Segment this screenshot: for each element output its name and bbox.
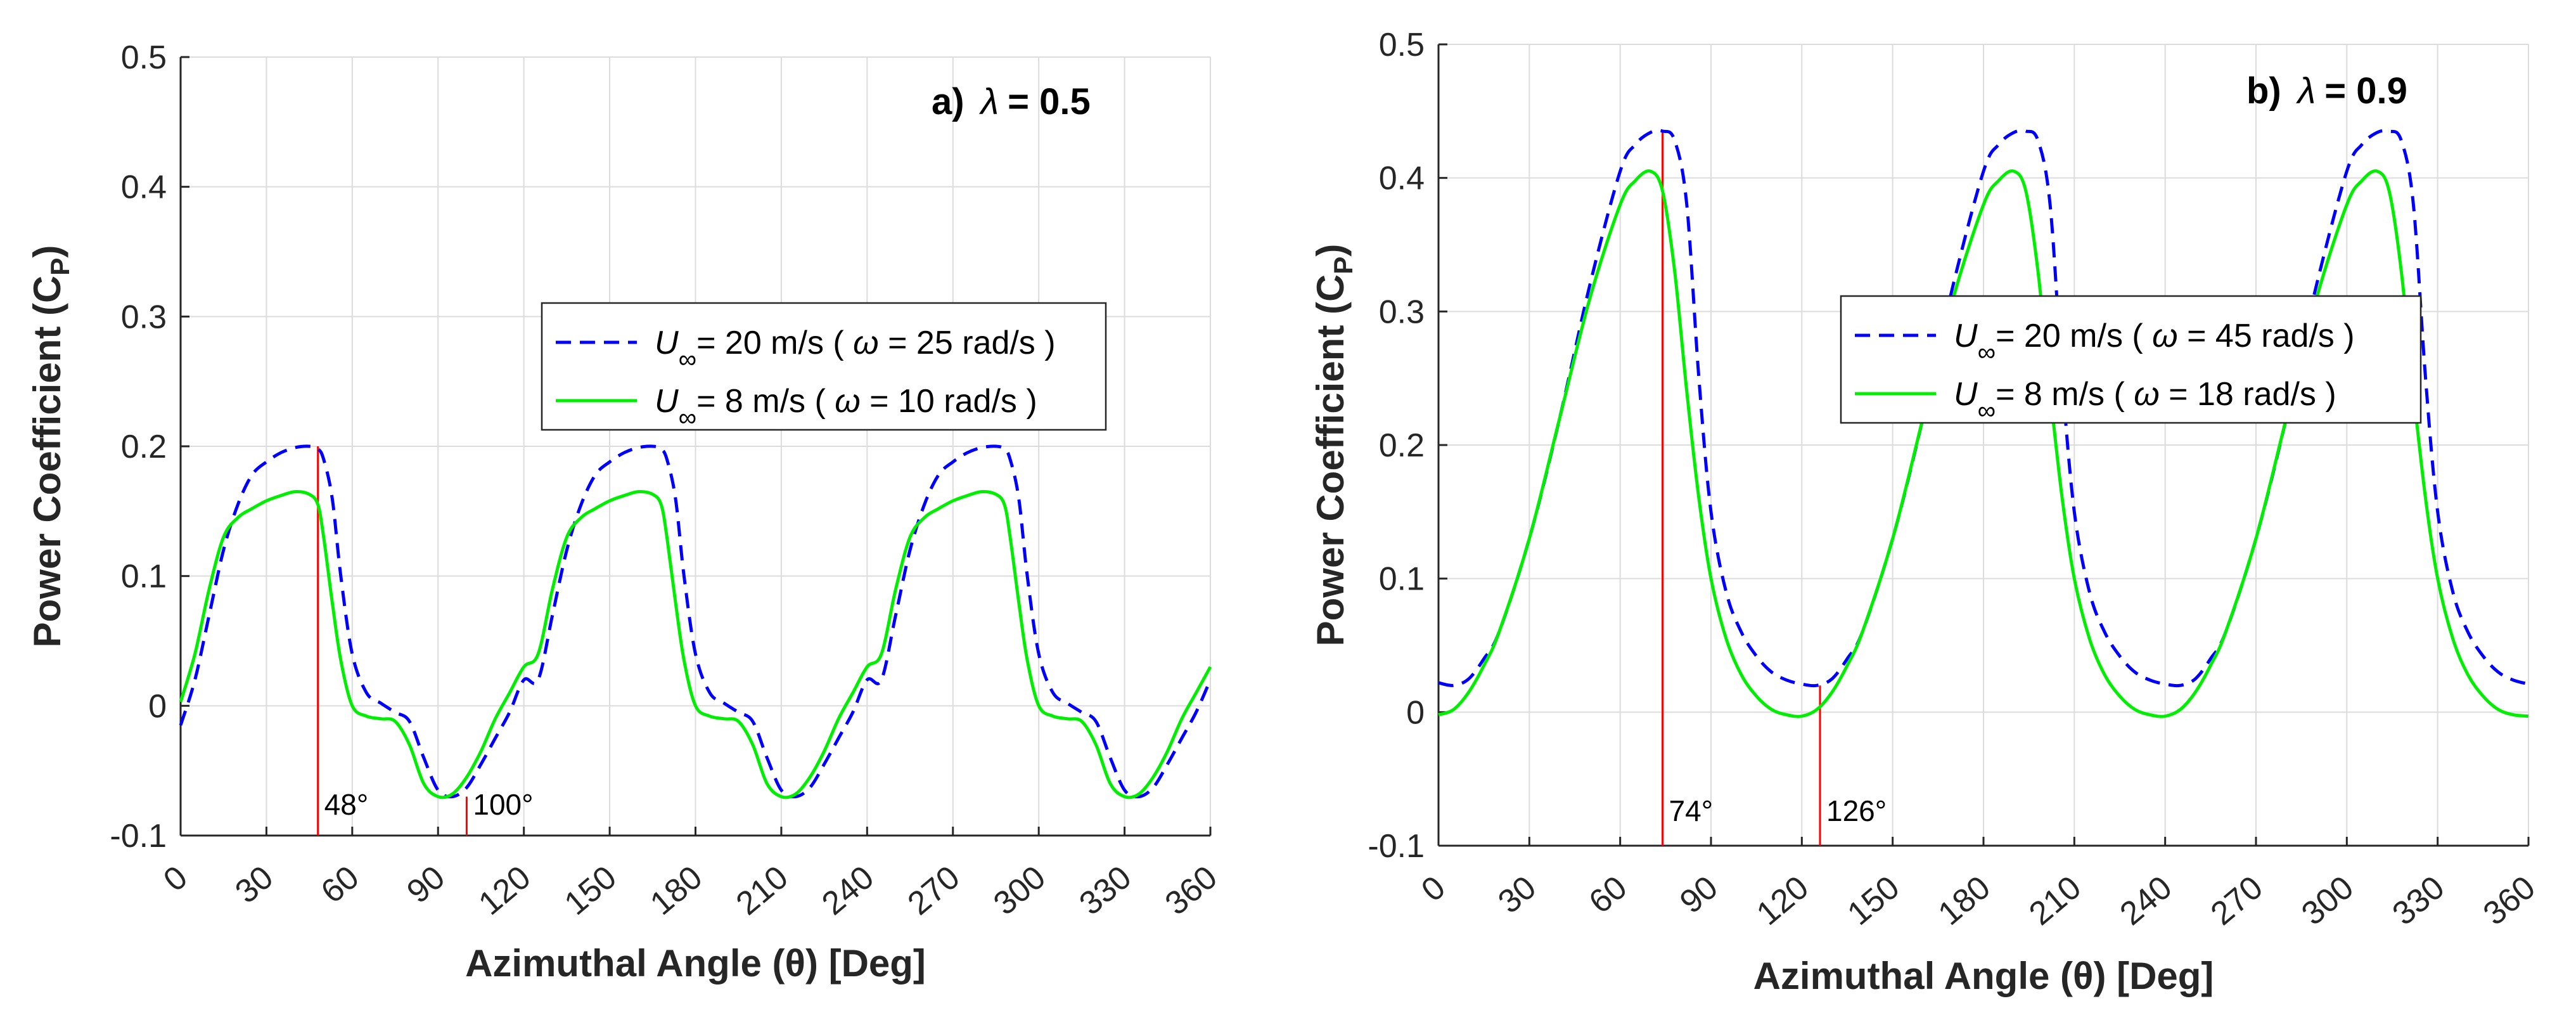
x-tick-label: 30	[229, 859, 281, 911]
panel-title: b) λ = 0.9	[2246, 70, 2407, 112]
legend-omega: ω	[835, 383, 861, 420]
x-tick-label: 150	[558, 859, 624, 922]
x-tick-label: 300	[2295, 869, 2361, 933]
y-tick-label: 0.1	[121, 559, 167, 595]
legend-entry-0: U∞= 20 m/s ( ω = 25 rad/s )	[655, 325, 1056, 373]
legend-rest: = 45 rad/s )	[2178, 318, 2355, 354]
x-tick-label: 30	[1491, 869, 1543, 921]
panel-tag: a)	[932, 81, 964, 122]
y-tick-label: 0.2	[1379, 427, 1425, 464]
legend-sub: ∞	[1978, 339, 1996, 366]
y-axis-label-sub: P	[45, 258, 75, 276]
y-tick-label: 0.4	[121, 169, 167, 206]
legend-rest: = 10 rad/s )	[861, 383, 1037, 420]
legend-box	[541, 302, 1107, 431]
y-tick-label: -0.1	[110, 818, 167, 855]
x-tick-label: 60	[314, 859, 366, 911]
y-axis-label-close: )	[1309, 244, 1352, 257]
legend-sub: ∞	[679, 346, 697, 373]
legend-rest: = 25 rad/s )	[879, 325, 1056, 361]
legend-text: = 20 m/s (	[1996, 318, 2152, 354]
series-line-1	[179, 490, 1212, 799]
y-tick-label: 0.2	[121, 429, 167, 465]
x-tick-label: 270	[2204, 869, 2270, 933]
x-tick-label: 90	[400, 859, 452, 911]
chart-panel-b: -0.1 0 0.1 0.2 0.3 0.4 0.5 0 30 60 90 120 150 180 210 2…	[1309, 27, 2542, 997]
y-tick-label: 0.3	[1379, 294, 1425, 330]
y-axis-label-main: Power Coefficient (C	[1309, 275, 1352, 647]
y-tick-label: 0	[148, 688, 167, 725]
legend-omega: ω	[853, 325, 879, 361]
x-axis-label: Azimuthal Angle (θ) [Deg]	[1753, 955, 2214, 997]
y-tick-label: 0	[1406, 694, 1425, 731]
legend-u: U	[655, 325, 679, 361]
panel-value: = 0.5	[1008, 81, 1091, 122]
x-axis-label: Azimuthal Angle (θ) [Deg]	[465, 942, 926, 985]
x-tick-label: 180	[1932, 869, 1997, 933]
legend-rest: = 18 rad/s )	[2160, 376, 2336, 413]
x-tick-label: 330	[1073, 859, 1139, 922]
legend-text: = 8 m/s (	[1996, 376, 2134, 413]
x-tick-label: 60	[1582, 869, 1634, 921]
y-tick-label: 0.5	[121, 39, 167, 76]
x-tick-label: 240	[2113, 869, 2179, 933]
y-tick-label: 0.5	[1379, 27, 1425, 63]
marker-label-0: 48°	[324, 788, 369, 821]
x-tick-label: 360	[1158, 859, 1224, 922]
panel-symbol: λ	[2296, 70, 2316, 112]
panel-value: = 0.9	[2324, 70, 2407, 112]
x-tick-label: 210	[2022, 869, 2088, 933]
legend-entry-1: U∞= 8 m/s ( ω = 18 rad/s )	[1954, 376, 2336, 425]
series-line-1	[1438, 169, 2529, 718]
y-axis-label-main: Power Coefficient (C	[26, 276, 68, 648]
y-tick-label: 0.4	[1379, 160, 1425, 197]
marker-label-0: 74°	[1669, 794, 1714, 827]
x-tick-label: 0	[1414, 869, 1452, 909]
legend-text: = 8 m/s (	[696, 383, 835, 420]
legend-u: U	[655, 383, 679, 420]
x-tick-label: 150	[1841, 869, 1907, 933]
y-axis-label-sub: P	[1328, 257, 1358, 275]
legend-u: U	[1954, 318, 1978, 354]
x-tick-label: 210	[729, 859, 795, 922]
marker-label-1: 100°	[473, 788, 533, 821]
x-tick-label: 120	[1750, 869, 1816, 933]
legend-box	[1840, 295, 2422, 424]
x-tick-label: 360	[2477, 869, 2542, 933]
x-tick-label: 90	[1673, 869, 1725, 921]
legend-omega: ω	[2152, 318, 2178, 354]
panel-symbol: λ	[979, 81, 999, 122]
y-axis-label-close: )	[26, 245, 68, 258]
y-tick-label: -0.1	[1368, 828, 1425, 865]
legend-entry-0: U∞= 20 m/s ( ω = 45 rad/s )	[1954, 318, 2355, 366]
x-tick-label: 0	[157, 859, 194, 899]
legend-sub: ∞	[1978, 397, 1996, 425]
x-tick-label: 180	[643, 859, 709, 922]
y-axis-label: Power Coefficient (CP)	[1309, 244, 1358, 647]
panel-tag: b)	[2246, 70, 2281, 112]
x-tick-label: 300	[987, 859, 1053, 922]
legend-u: U	[1954, 376, 1978, 413]
y-tick-label: 0.1	[1379, 561, 1425, 598]
series-line-0	[179, 444, 1212, 799]
legend-sub: ∞	[679, 404, 697, 432]
x-tick-label: 270	[901, 859, 967, 922]
y-tick-label: 0.3	[121, 299, 167, 335]
legend-omega: ω	[2134, 376, 2160, 413]
legend-entry-1: U∞= 8 m/s ( ω = 10 rad/s )	[655, 383, 1037, 432]
y-axis-label: Power Coefficient (CP)	[26, 245, 75, 648]
x-tick-label: 330	[2386, 869, 2452, 933]
x-tick-label: 120	[472, 859, 538, 922]
x-tick-label: 240	[815, 859, 881, 922]
marker-label-1: 126°	[1826, 794, 1887, 827]
chart-panel-a: -0.1 0 0.1 0.2 0.3 0.4 0.5 0 30 60 90 120 150 180 210 2…	[26, 39, 1224, 985]
legend-text: = 20 m/s (	[696, 325, 853, 361]
panel-title: a) λ = 0.5	[932, 81, 1091, 122]
